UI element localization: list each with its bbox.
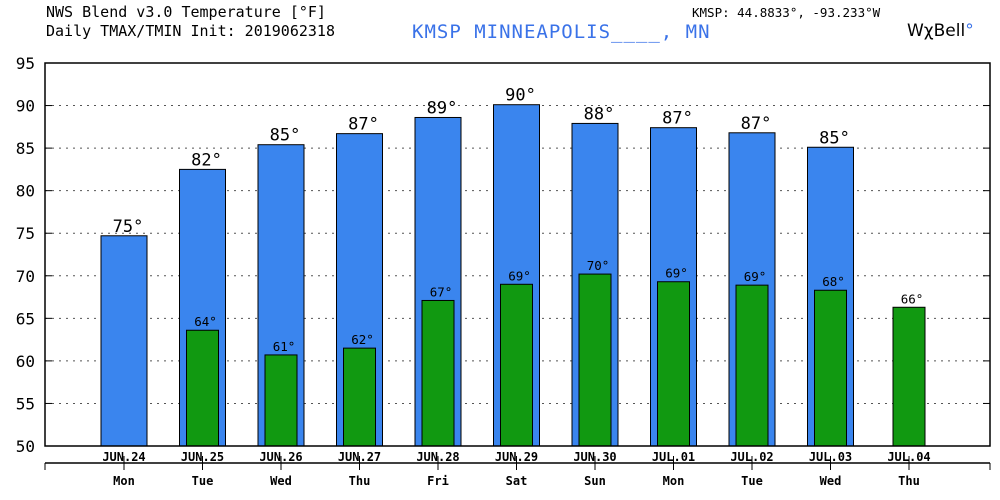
x-tick-label-weekday: Wed <box>820 474 842 488</box>
tmin-bar <box>343 347 376 447</box>
chart-header: NWS Blend v3.0 Temperature [°F] Daily TM… <box>0 0 1000 50</box>
brand-text: WχBell <box>907 21 966 41</box>
x-tick-label-date: JUN.24 <box>102 450 145 464</box>
y-tick-label: 95 <box>16 54 35 73</box>
x-tick-label-weekday: Fri <box>427 474 449 488</box>
x-tick-label-weekday: Mon <box>113 474 135 488</box>
x-tick-label-weekday: Tue <box>741 474 763 488</box>
x-tick-label-date: JUN.30 <box>573 450 616 464</box>
y-tick-label: 85 <box>16 139 35 158</box>
y-tick-label: 75 <box>16 224 35 243</box>
tmin-data-label: 69° <box>508 268 531 283</box>
y-tick-label: 55 <box>16 394 35 413</box>
tmax-bar <box>100 235 148 447</box>
tmin-data-label: 68° <box>822 274 845 289</box>
tmax-data-label: 85° <box>819 128 850 148</box>
tmin-bar <box>578 273 612 447</box>
tmin-data-label: 66° <box>901 291 924 306</box>
tmin-bar <box>421 299 455 447</box>
x-tick-label-weekday: Thu <box>898 474 920 488</box>
tmax-data-label: 87° <box>662 109 693 129</box>
tmin-bar <box>814 289 847 447</box>
tmin-data-label: 67° <box>430 284 453 299</box>
tmin-data-label: 64° <box>194 314 217 329</box>
tmax-data-label: 75° <box>113 217 144 237</box>
station-name: KMSP MINNEAPOLIS____, MN <box>412 21 711 43</box>
x-tick-label-weekday: Sat <box>506 474 528 488</box>
tmin-bar <box>892 306 926 447</box>
y-tick-label: 50 <box>16 437 35 456</box>
chart-subtitle: Daily TMAX/TMIN Init: 2019062318 <box>46 22 335 40</box>
x-tick-label-weekday: Thu <box>349 474 371 488</box>
tmax-data-label: 87° <box>348 115 379 135</box>
x-tick-label-date: JUL.02 <box>730 450 773 464</box>
y-tick-label: 80 <box>16 182 35 201</box>
x-tick-label-date: JUL.03 <box>809 450 852 464</box>
x-tick-label-weekday: Wed <box>270 474 292 488</box>
station-coordinates: KMSP: 44.8833°, -93.233°W <box>692 5 881 20</box>
x-tick-label-date: JUL.01 <box>652 450 695 464</box>
tmax-data-label: 88° <box>584 104 615 124</box>
x-tick-label-date: JUN.29 <box>495 450 538 464</box>
y-tick-label: 65 <box>16 309 35 328</box>
x-tick-label-date: JUL.04 <box>887 450 930 464</box>
tmax-data-label: 89° <box>427 98 458 118</box>
tmax-data-label: 90° <box>505 86 536 106</box>
brand-logo: WχBell° <box>907 21 974 41</box>
chart-title: NWS Blend v3.0 Temperature [°F] <box>46 3 326 21</box>
x-tick-label-weekday: Sun <box>584 474 606 488</box>
x-tick-label-date: JUN.28 <box>416 450 459 464</box>
y-tick-label: 70 <box>16 267 35 286</box>
tmin-data-label: 69° <box>665 266 688 281</box>
x-tick-label-weekday: Mon <box>663 474 685 488</box>
tmax-data-label: 87° <box>741 114 772 134</box>
tmin-data-label: 70° <box>587 258 610 273</box>
y-tick-label: 90 <box>16 97 35 116</box>
tmin-bar <box>264 354 298 447</box>
x-tick-label-weekday: Tue <box>192 474 214 488</box>
tmin-bar <box>735 284 769 447</box>
brand-dot: ° <box>965 21 974 41</box>
x-tick-label-date: JUN.25 <box>181 450 224 464</box>
plot-frame <box>44 62 991 447</box>
x-tick-label-date: JUN.27 <box>338 450 381 464</box>
tmax-data-label: 82° <box>191 150 222 170</box>
x-tick-label-date: JUN.26 <box>259 450 302 464</box>
tmin-data-label: 62° <box>351 332 374 347</box>
tmin-bar <box>500 283 533 447</box>
tmin-data-label: 61° <box>273 339 296 354</box>
tmin-data-label: 69° <box>744 269 767 284</box>
tmax-data-label: 85° <box>270 126 301 146</box>
tmin-bar <box>186 329 219 447</box>
y-tick-label: 60 <box>16 352 35 371</box>
tmin-bar <box>657 281 690 447</box>
